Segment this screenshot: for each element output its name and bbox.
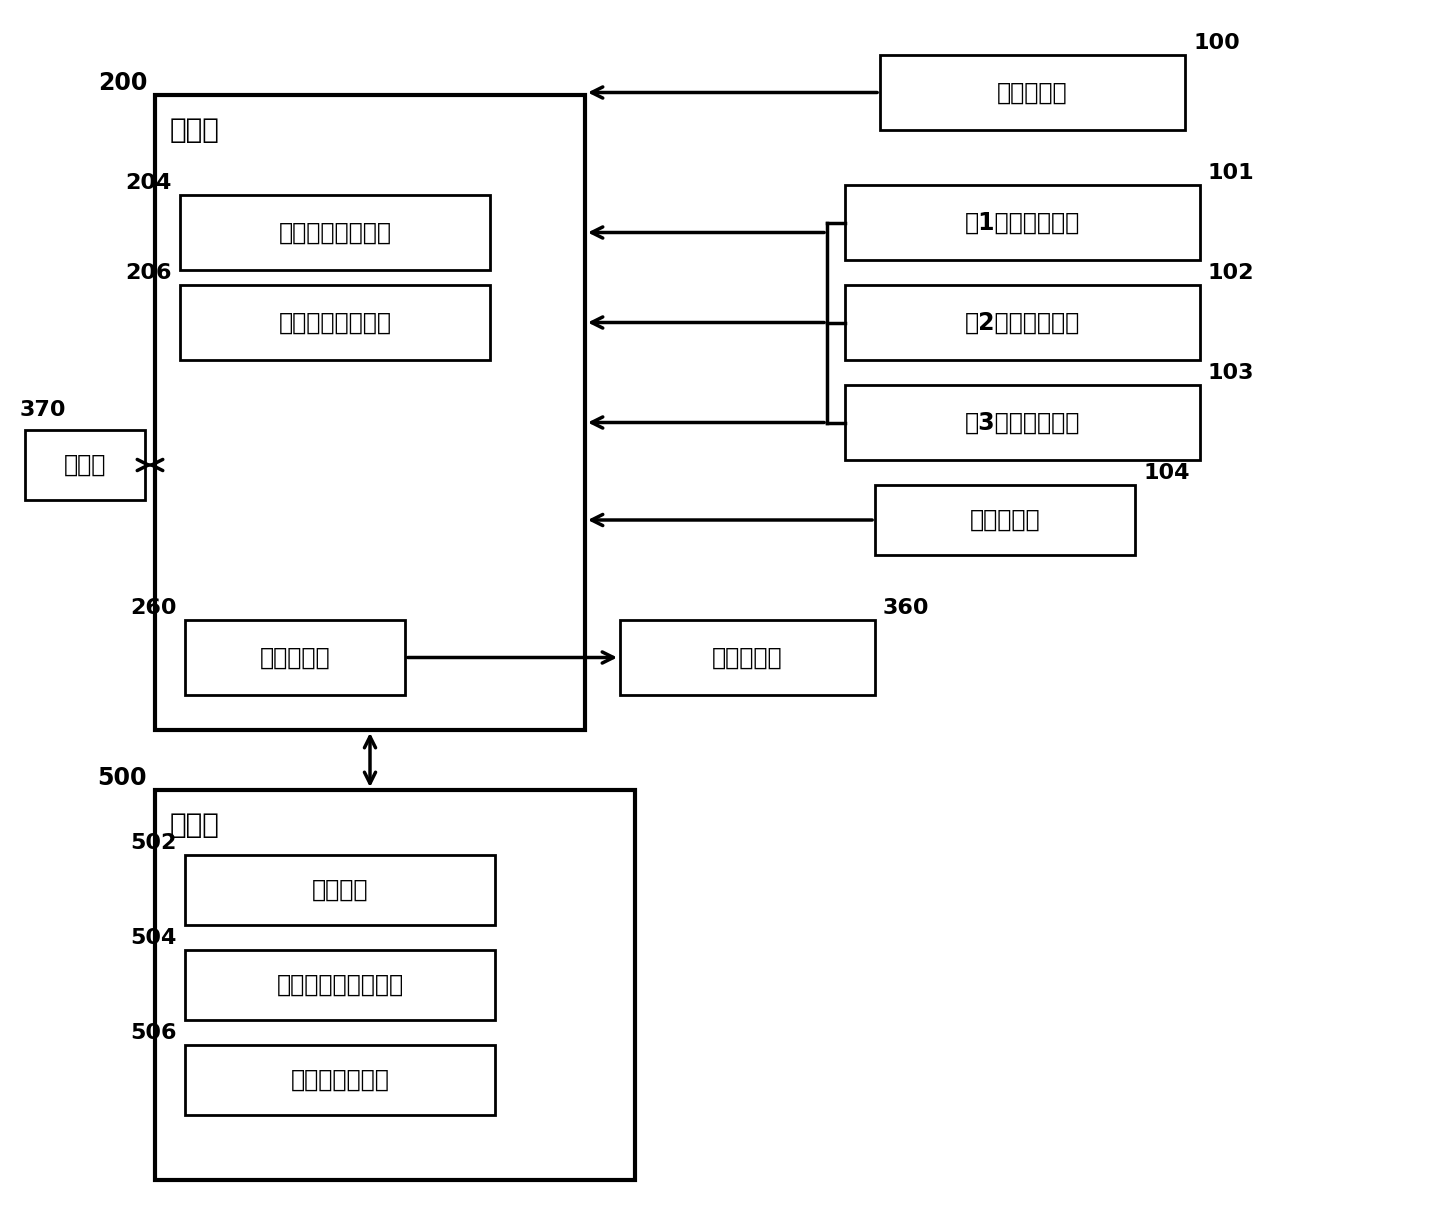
Bar — [155, 790, 636, 1180]
Text: 200: 200 — [97, 71, 148, 95]
Text: 260: 260 — [130, 598, 177, 617]
Text: 101: 101 — [1208, 164, 1254, 183]
Text: 第1指标值测量部: 第1指标值测量部 — [964, 210, 1080, 235]
Bar — [185, 950, 495, 1020]
Text: 图像显示部: 图像显示部 — [712, 646, 783, 669]
Text: 左心房压力计算部: 左心房压力计算部 — [278, 310, 391, 335]
Bar — [620, 620, 875, 695]
Text: 第2指标值测量部: 第2指标值测量部 — [964, 310, 1080, 335]
Bar — [185, 620, 405, 695]
Bar — [25, 430, 145, 501]
Text: 心跳测量部: 心跳测量部 — [970, 508, 1040, 533]
Text: 370: 370 — [20, 400, 67, 419]
Text: 504: 504 — [130, 927, 177, 948]
Text: 左心房压力数据: 左心房压力数据 — [291, 1068, 390, 1092]
Bar — [180, 196, 489, 271]
Bar — [155, 95, 585, 729]
Text: 103: 103 — [1208, 363, 1254, 383]
Text: 处理部: 处理部 — [169, 116, 220, 144]
Bar — [846, 385, 1200, 460]
Bar — [846, 184, 1200, 260]
Text: 左心房压力测量程序: 左心房压力测量程序 — [277, 973, 404, 998]
Text: 506: 506 — [130, 1023, 177, 1043]
Text: 右心房压力计算部: 右心房压力计算部 — [278, 220, 391, 245]
Text: 通信部: 通信部 — [64, 453, 106, 477]
Text: 100: 100 — [1193, 33, 1239, 53]
Text: 204: 204 — [126, 173, 172, 193]
Text: 102: 102 — [1208, 263, 1254, 283]
Text: 图像生成部: 图像生成部 — [259, 646, 330, 669]
Bar — [880, 55, 1184, 130]
Text: 104: 104 — [1142, 462, 1189, 483]
Text: 系统程序: 系统程序 — [311, 878, 368, 902]
Bar — [185, 1046, 495, 1116]
Text: 第3指标值测量部: 第3指标值测量部 — [964, 411, 1080, 434]
Text: 360: 360 — [883, 598, 930, 617]
Bar — [180, 285, 489, 360]
Text: 操作输入部: 操作输入部 — [998, 80, 1067, 105]
Bar — [875, 485, 1135, 555]
Bar — [185, 855, 495, 925]
Text: 存储部: 存储部 — [169, 811, 220, 839]
Text: 206: 206 — [126, 263, 172, 283]
Bar — [846, 285, 1200, 360]
Text: 502: 502 — [130, 833, 177, 852]
Text: 500: 500 — [97, 766, 148, 790]
